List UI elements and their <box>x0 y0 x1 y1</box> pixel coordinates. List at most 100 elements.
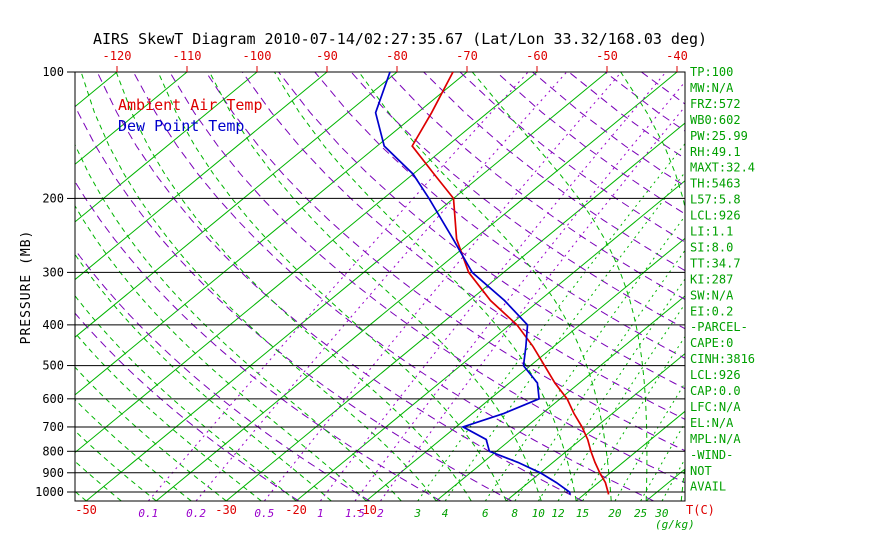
mixing-ratio-line <box>264 72 622 501</box>
moist-adiabat-line <box>75 332 262 501</box>
legend-ambient-air-temp: Ambient Air Temp <box>118 96 263 114</box>
dry-adiabat-line <box>132 72 654 501</box>
top-temp-label: -50 <box>596 49 618 63</box>
moist-adiabat-line <box>620 72 685 501</box>
mixing-ratio-label: 25 <box>634 507 647 520</box>
moist-adiabat-line <box>75 143 402 501</box>
isotherm-line <box>155 72 678 501</box>
top-temp-label: -120 <box>103 49 132 63</box>
mixing-ratio-label: 3 <box>413 507 421 520</box>
stats-line: CAPE:0 <box>690 336 733 350</box>
isotherm-line <box>85 72 608 501</box>
isotherm-line <box>75 72 188 165</box>
dry-adiabat-line <box>241 72 685 420</box>
bottom-temp-label: -30 <box>215 503 237 517</box>
mixing-ratio-label: 2 <box>377 507 384 520</box>
ambient-temp-curve <box>411 72 610 495</box>
isotherm-line <box>505 353 685 501</box>
mixing-ratio-line <box>417 142 685 501</box>
mixing-ratio-label: 10 <box>532 507 546 520</box>
bottom-temp-label: -50 <box>75 503 97 517</box>
moist-adiabat-line <box>75 294 297 501</box>
stats-line: TT:34.7 <box>690 256 741 270</box>
moist-adiabat-line <box>75 366 227 501</box>
plot-border <box>74 71 686 502</box>
moist-adiabat-line <box>358 72 612 501</box>
temp-unit-label: T(C) <box>686 503 715 517</box>
mixing-ratio-label: 0.1 <box>138 507 158 520</box>
stats-line: EL:N/A <box>690 416 734 430</box>
isotherm-line <box>75 72 258 223</box>
isotherm-line <box>75 72 328 281</box>
top-temp-label: -70 <box>456 49 478 63</box>
moist-adiabat-line <box>157 72 507 501</box>
legend-dew-point-temp: Dew Point Temp <box>118 117 244 135</box>
mixing-ratio-line <box>484 215 685 501</box>
stats-line: FRZ:572 <box>690 97 741 111</box>
mixing-ratio-line <box>148 72 529 501</box>
y-axis-label: PRESSURE (MB) <box>19 230 34 345</box>
dry-adiabat-line <box>641 72 685 105</box>
stats-line: KI:287 <box>690 272 733 286</box>
mixing-ratio-line <box>444 171 685 501</box>
axis-labels: 0.1 0.2 0.5 1 1.5 2 3 4 6 8 10 12 15 20 25 30 100 200 300 4… <box>35 49 755 520</box>
pressure-tick-label: 200 <box>42 191 64 205</box>
mixing-ratio-line <box>195 72 568 501</box>
moist-adiabat-line <box>80 72 437 501</box>
top-temp-label: -80 <box>386 49 408 63</box>
mixing-unit-label: (g/kg) <box>655 518 695 531</box>
pressure-tick-label: 100 <box>42 65 64 79</box>
chart-title: AIRS SkewT Diagram 2010-07-14/02:27:35.6… <box>93 30 707 48</box>
isotherm-line <box>75 72 468 396</box>
mixing-ratio-label: 8 <box>511 507 518 520</box>
isotherm-line <box>645 468 685 501</box>
mixing-ratio-line <box>614 382 685 501</box>
dry-adiabat-line <box>75 180 441 501</box>
pressure-tick-label: 800 <box>42 444 64 458</box>
pressure-tick-label: 900 <box>42 466 64 480</box>
isotherm-line <box>365 237 685 501</box>
isotherm-line <box>75 72 398 338</box>
bottom-temp-label: -10 <box>355 503 377 517</box>
mixing-ratio-line <box>320 72 667 501</box>
mixing-ratio-line <box>380 105 685 501</box>
top-temp-label: -40 <box>666 49 688 63</box>
mixing-ratio-label: 6 <box>482 507 489 520</box>
dry-adiabat-line <box>459 72 685 243</box>
stats-line: AVAIL <box>690 480 726 494</box>
moist-adiabat-line <box>75 490 87 501</box>
top-temp-label: -100 <box>243 49 272 63</box>
mixing-ratio-label: 15 <box>576 507 589 520</box>
moist-adiabat-line <box>273 72 577 501</box>
dry-adiabat-line <box>75 312 299 501</box>
moist-adiabat-line <box>75 398 192 501</box>
dry-adiabat-line <box>169 72 685 484</box>
mixing-ratio-line <box>640 421 685 501</box>
pressure-tick-label: 1000 <box>35 485 64 499</box>
isotherm-line <box>225 122 685 501</box>
mixing-ratio-label: 0.2 <box>186 507 206 520</box>
mixing-ratio-label: 1 <box>317 507 324 520</box>
stats-line: SW:N/A <box>690 288 734 302</box>
pressure-tick-label: 300 <box>42 265 64 279</box>
dry-adiabat-line <box>205 72 685 452</box>
stats-line: EI:0.2 <box>690 304 733 318</box>
moist-adiabat-line <box>209 72 542 501</box>
mixing-ratio-line <box>537 278 685 501</box>
stats-line: NOT <box>690 464 712 478</box>
dry-adiabat-line <box>75 248 370 501</box>
mixing-ratio-label: 30 <box>654 507 669 520</box>
mixing-ratio-label: 1.5 <box>345 507 365 520</box>
stats-line: MW:N/A <box>690 81 734 95</box>
stats-line: TH:5463 <box>690 177 741 191</box>
top-temp-label: -60 <box>526 49 548 63</box>
dew-point-curve <box>374 72 571 495</box>
moist-adiabat-line <box>115 72 472 501</box>
sounding-curves <box>374 72 610 495</box>
dry-adiabat-line <box>387 72 685 300</box>
dry-adiabat-line <box>495 72 685 215</box>
dry-adiabat-line <box>278 72 685 390</box>
isotherm-line <box>295 180 685 501</box>
